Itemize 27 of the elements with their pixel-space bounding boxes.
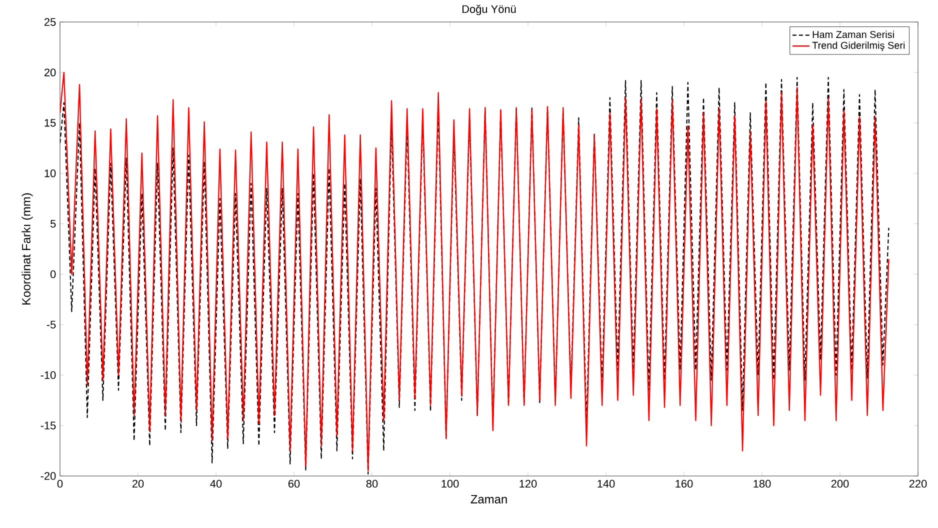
x-tick-label: 140 — [598, 480, 615, 488]
y-tick-label: 0 — [50, 270, 56, 278]
y-tick-label: -10 — [40, 371, 56, 379]
y-tick-label: -15 — [40, 422, 56, 430]
x-tick-label: 80 — [366, 480, 378, 488]
legend-label: Trend Giderilmiş Seri — [812, 42, 905, 51]
x-tick-label: 220 — [909, 480, 927, 488]
y-tick-label: 10 — [44, 169, 56, 178]
x-tick-label: 40 — [210, 480, 222, 488]
x-tick-label: 120 — [520, 480, 537, 488]
y-tick-label: 20 — [44, 68, 56, 76]
y-axis-title: Koordinat Farkı (mm) — [22, 193, 33, 304]
y-tick-label: -5 — [46, 320, 56, 328]
x-tick-label: 180 — [754, 480, 771, 488]
x-tick-label: 20 — [132, 480, 144, 488]
y-tick-label: 25 — [44, 18, 56, 26]
x-axis-title: Zaman — [470, 495, 507, 504]
x-tick-label: 60 — [288, 480, 300, 488]
legend-label: Ham Zaman Serisi — [812, 30, 894, 38]
chart-title: Doğu Yönü — [462, 4, 516, 16]
y-tick-label: 15 — [44, 119, 56, 127]
x-tick-label: 100 — [442, 480, 459, 488]
x-tick-label: 160 — [676, 480, 693, 488]
y-tick-label: 5 — [50, 220, 56, 228]
y-tick-label: -20 — [40, 472, 56, 480]
x-tick-label: 0 — [57, 480, 63, 488]
x-tick-label: 200 — [831, 480, 849, 488]
